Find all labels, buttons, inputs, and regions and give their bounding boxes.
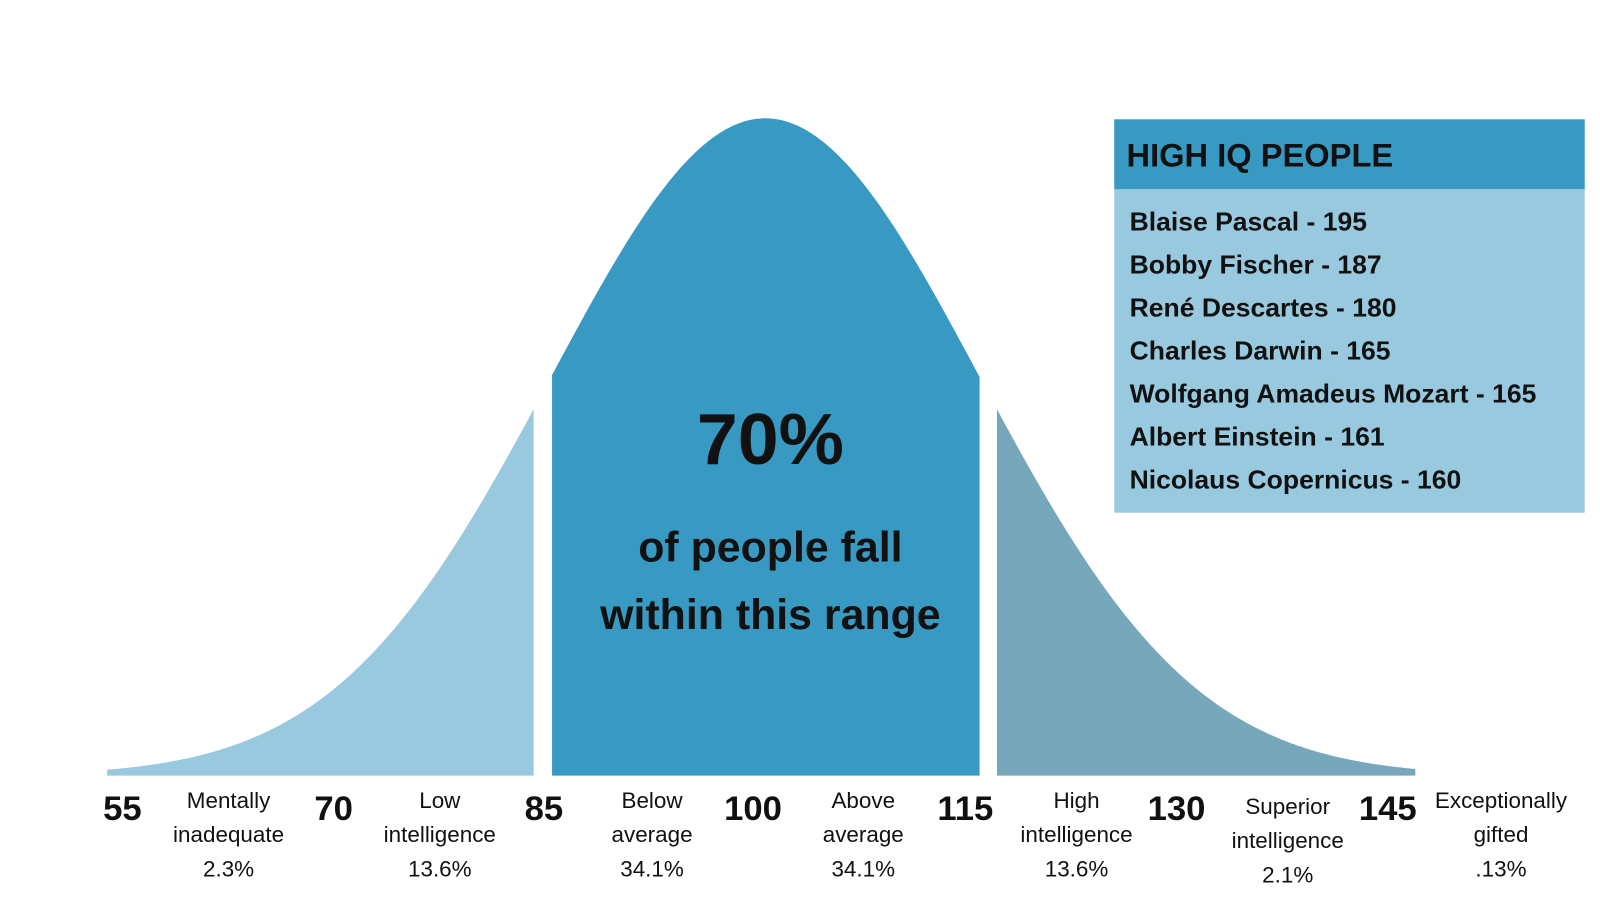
scale-label: 115 <box>937 790 993 828</box>
band-share: 2.1% <box>1262 863 1313 888</box>
band-label: Mentally <box>187 788 271 813</box>
band-label: Below <box>621 788 683 813</box>
panel-entry: Nicolaus Copernicus - 160 <box>1130 464 1462 494</box>
panel-entry: Bobby Fischer - 187 <box>1130 249 1382 279</box>
caption-line: of people fall <box>638 523 902 571</box>
band-share: 13.6% <box>1045 857 1109 882</box>
band-share: 34.1% <box>620 857 684 882</box>
band-share: 13.6% <box>408 857 472 882</box>
headline: 70% <box>697 399 844 480</box>
band-label: High <box>1053 788 1099 813</box>
band-label: Above <box>831 788 895 813</box>
band-label: intelligence <box>1020 822 1132 847</box>
band-label: gifted <box>1474 822 1529 847</box>
band-label: intelligence <box>1232 828 1344 853</box>
curve-segment <box>552 118 980 776</box>
panel-title: HIGH IQ PEOPLE <box>1127 137 1394 173</box>
scale-label: 130 <box>1148 790 1206 828</box>
band-share: 2.3% <box>203 857 254 882</box>
curve-segment <box>996 409 1416 776</box>
panel-header <box>1114 119 1585 190</box>
scale-label: 100 <box>724 790 782 828</box>
band-label: Exceptionally <box>1435 788 1568 813</box>
panel-entry: Albert Einstein - 161 <box>1130 421 1385 451</box>
curve-segment <box>107 409 534 776</box>
band-label: Superior <box>1245 794 1330 819</box>
bell-curve <box>107 118 1416 776</box>
scale-label: 145 <box>1359 790 1417 828</box>
band-label: intelligence <box>384 822 496 847</box>
panel-entry: René Descartes - 180 <box>1130 292 1397 322</box>
panel-entry: Wolfgang Amadeus Mozart - 165 <box>1130 378 1537 408</box>
scale-label: 85 <box>525 790 564 828</box>
band-share: 34.1% <box>831 857 895 882</box>
band-label: average <box>612 822 693 847</box>
scale-label: 55 <box>103 790 142 828</box>
band-share: .13% <box>1475 857 1526 882</box>
caption-line: within this range <box>599 591 940 639</box>
panel-entry: Charles Darwin - 165 <box>1130 335 1391 365</box>
canvas: HIGH IQ PEOPLE 70% of people fall within… <box>103 118 1585 888</box>
scale-label: 70 <box>314 790 353 828</box>
band-label: inadequate <box>173 822 284 847</box>
band-label: average <box>823 822 904 847</box>
panel-entry: Blaise Pascal - 195 <box>1130 207 1367 237</box>
band-label: Low <box>419 788 461 813</box>
